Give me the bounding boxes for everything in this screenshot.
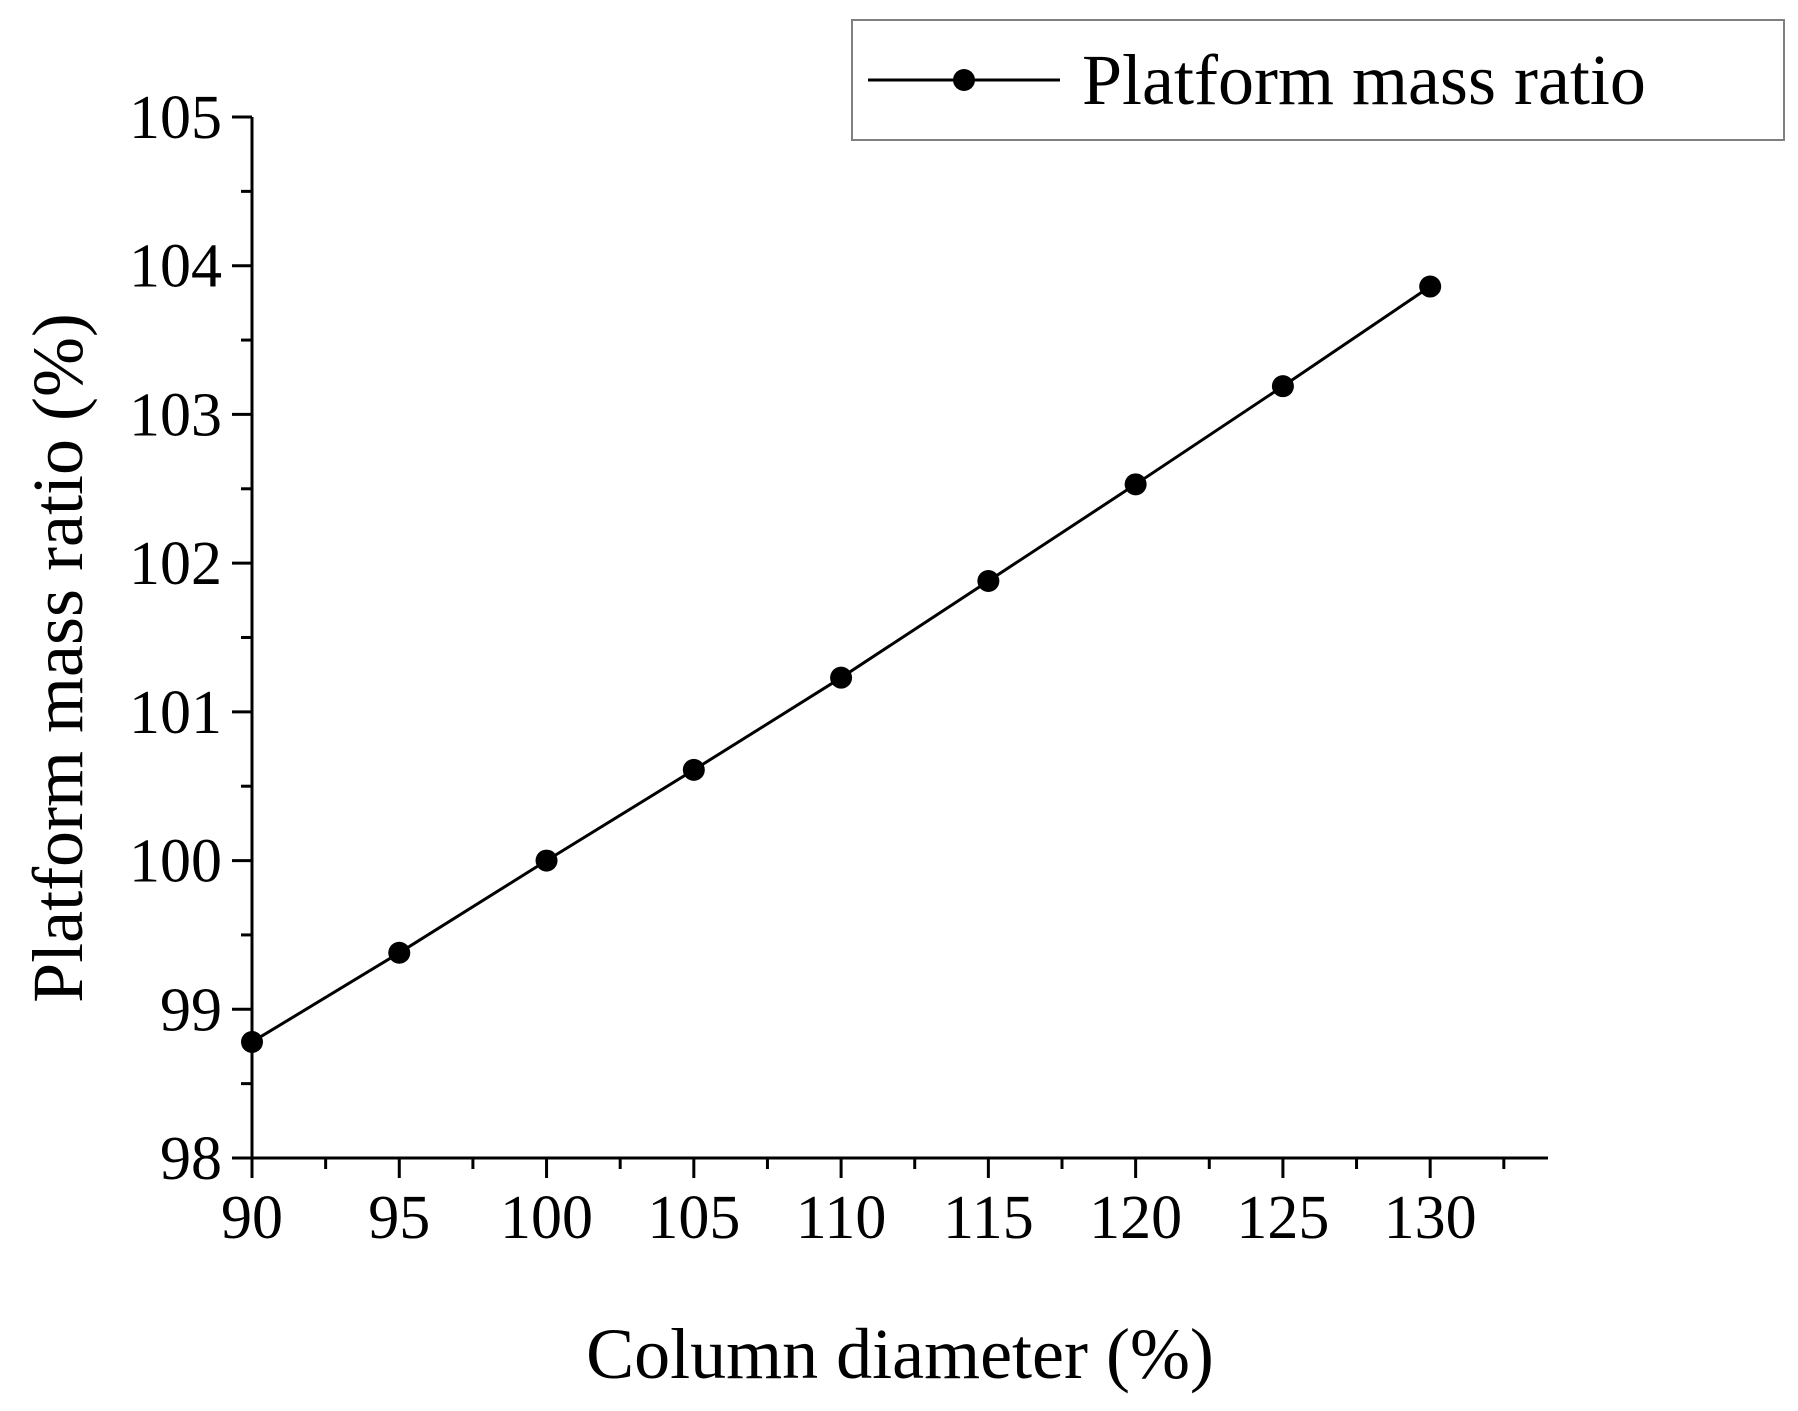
x-tick-label: 90 [221,1184,283,1252]
y-tick-label: 102 [129,530,222,598]
legend-label: Platform mass ratio [1082,40,1646,120]
y-tick-label: 104 [129,233,222,301]
data-point [388,941,411,964]
data-point [830,666,853,689]
series-line-platform-mass-ratio [241,275,1442,1054]
x-tick-label: 125 [1236,1184,1329,1252]
data-point [1419,275,1442,298]
data-point [535,849,558,872]
y-tick-label: 98 [160,1125,222,1193]
x-tick-label: 130 [1384,1184,1477,1252]
y-axis-title: Platform mass ratio (%) [18,313,98,1003]
x-tick-label: 110 [796,1184,887,1252]
data-point [1124,473,1147,496]
x-tick-label: 115 [943,1184,1034,1252]
legend: Platform mass ratio [851,19,1785,141]
y-tick-label: 99 [160,976,222,1044]
legend-marker-sample [953,69,975,91]
x-tick-label: 95 [368,1184,430,1252]
y-tick-label: 101 [129,679,222,747]
x-axis-title: Column diameter (%) [586,1314,1214,1394]
x-tick-label: 100 [500,1184,593,1252]
data-point [1271,375,1294,398]
y-tick-label: 100 [129,828,222,896]
data-point [241,1031,263,1054]
x-tick-label: 120 [1089,1184,1182,1252]
y-tick-label: 105 [129,84,222,152]
data-point [977,569,1000,592]
ticks: 98 99 100 101 102 103 104 105 90 95 100 105 110 115 12… [129,84,1506,1252]
series-line [251,285,1432,1044]
y-tick-label: 103 [129,381,222,449]
x-tick-label: 105 [647,1184,740,1252]
data-point [682,758,705,781]
